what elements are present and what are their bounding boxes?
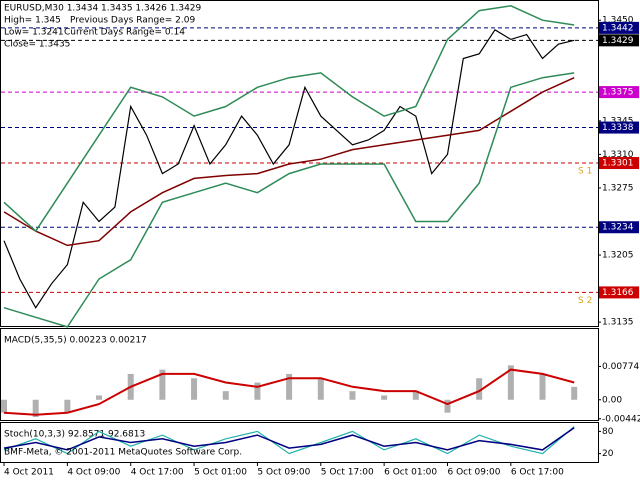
y-tick-label: 1.3345 xyxy=(602,116,634,126)
series-line xyxy=(3,77,575,247)
price-box xyxy=(599,21,639,34)
x-tick-label: 5 Oct 17:00 xyxy=(321,468,374,478)
price-box xyxy=(599,286,639,299)
macd-bar xyxy=(254,382,261,400)
cur-range: Current Days Range= 0.14 xyxy=(64,28,185,38)
macd-bar xyxy=(539,373,546,400)
x-tick-label: 6 Oct 01:00 xyxy=(384,468,437,478)
series-line xyxy=(3,427,575,451)
macd-frame xyxy=(0,328,599,421)
y-tick-label: -0.00442 xyxy=(602,414,640,424)
series-line xyxy=(3,5,575,233)
macd-bar xyxy=(444,399,451,413)
price-box xyxy=(599,34,639,47)
price-box xyxy=(599,157,639,170)
price-box xyxy=(599,221,639,234)
macd-bar xyxy=(96,395,103,400)
macd-bar xyxy=(349,391,356,400)
price-box-label: 1.3234 xyxy=(602,223,634,233)
macd-bar xyxy=(64,399,71,413)
macd-bar xyxy=(317,378,324,400)
x-tick-label: 5 Oct 09:00 xyxy=(257,468,310,478)
macd-bar xyxy=(32,399,39,417)
y-tick-label: 20 xyxy=(602,449,614,459)
x-tick-label: 4 Oct 2011 xyxy=(4,468,54,478)
macd-bar xyxy=(412,391,419,400)
y-tick-label: 1.3135 xyxy=(602,318,634,328)
prev-range: Previous Days Range= 2.09 xyxy=(70,16,195,26)
macd-bar xyxy=(507,365,514,400)
series-line xyxy=(3,28,575,309)
panel-title: MACD(5,35,5) 0.00223 0.00217 xyxy=(4,336,147,346)
macd-bar xyxy=(286,373,293,400)
x-tick-label: 5 Oct 01:00 xyxy=(194,468,247,478)
series-line xyxy=(3,426,575,455)
macd-bar xyxy=(222,391,229,400)
panel-title: Stoch(10,3,3) 92.8571 92.6813 xyxy=(4,430,145,440)
price-box-label: 1.3338 xyxy=(602,123,634,133)
symbol-line: EURUSD,M30 1.3434 1.3435 1.3426 1.3429 xyxy=(4,4,202,14)
signal-line xyxy=(3,368,575,416)
macd-bar xyxy=(476,378,483,400)
y-tick-label: 1.3450 xyxy=(602,16,634,26)
footer: BMF-Meta, © 2001-2011 MetaQuotes Softwar… xyxy=(4,448,242,458)
close: Close= 1.3435 xyxy=(4,40,70,50)
macd-bar xyxy=(571,386,578,400)
plot-layer: 1.3450 1.3345 1.3310 1.3275 1.3205 1.3135 4 Oc… xyxy=(1,5,640,478)
series-line xyxy=(3,72,575,328)
y-tick-label: 0.00774 xyxy=(602,362,639,372)
level-tag: S 1 xyxy=(578,167,592,177)
level-tag: S 2 xyxy=(578,296,592,306)
macd-bar xyxy=(381,395,388,400)
price-box xyxy=(599,86,639,99)
y-tick-label: 0.00 xyxy=(602,395,622,405)
stoch-frame xyxy=(0,422,599,463)
macd-bar xyxy=(159,369,166,400)
x-tick-label: 6 Oct 09:00 xyxy=(447,468,500,478)
main-frame xyxy=(0,0,599,327)
price-box-label: 1.3442 xyxy=(602,23,634,33)
macd-bar xyxy=(1,399,7,413)
price-box-label: 1.3301 xyxy=(602,159,634,169)
high: High= 1.345 xyxy=(4,16,61,26)
x-tick-label: 4 Oct 17:00 xyxy=(131,468,184,478)
price-box-label: 1.3429 xyxy=(602,36,634,46)
price-box-label: 1.3166 xyxy=(602,288,634,298)
x-tick-label: 4 Oct 09:00 xyxy=(67,468,120,478)
price-box xyxy=(599,121,639,134)
y-tick-label: 1.3310 xyxy=(602,150,634,160)
macd-bar xyxy=(191,378,198,400)
x-tick-label: 6 Oct 17:00 xyxy=(511,468,564,478)
y-tick-label: 1.3275 xyxy=(602,183,634,193)
price-box-label: 1.3375 xyxy=(602,88,634,98)
y-tick-label: 80 xyxy=(602,427,614,437)
low: Low= 1.3241 xyxy=(4,28,64,38)
y-tick-label: 1.3205 xyxy=(602,251,634,261)
